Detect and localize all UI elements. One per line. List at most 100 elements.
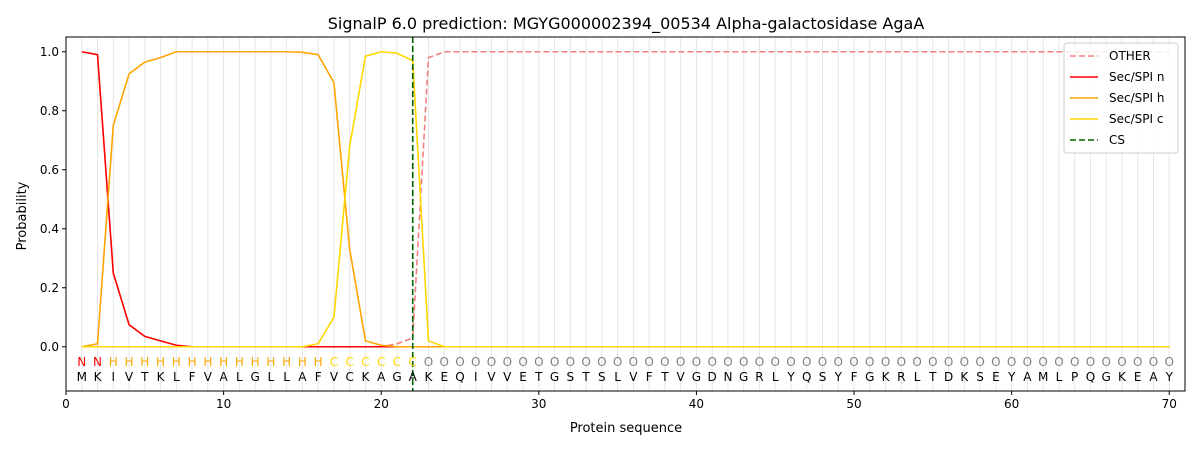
residue-label: Y [1165,370,1174,384]
y-tick-label: 0.2 [40,281,59,295]
region-label: O [1133,355,1142,369]
grid-lines [81,37,1170,391]
region-label: N [93,355,102,369]
plot-frame [65,36,1186,392]
region-label: O [1070,355,1079,369]
residue-label: T [660,370,669,384]
region-label: O [897,355,906,369]
residue-label: Y [834,370,843,384]
residue-label: T [928,370,937,384]
region-label: O [881,355,890,369]
x-tick-label: 20 [374,397,389,411]
residue-label: L [283,370,290,384]
residue-label: A [1149,370,1158,384]
region-label: H [109,355,118,369]
region-label: O [991,355,1000,369]
residue-label: G [692,370,701,384]
series-line-sec-spi-h [81,50,1170,348]
axes: 0 10 20 30 40 50 60 70 0.0 0.2 0.4 0.6 0.8 1.0 [40,36,1186,411]
residue-label: R [755,370,763,384]
residue-label: A [1023,370,1032,384]
residue-label: G [865,370,874,384]
residue-label: I [112,370,116,384]
region-label: H [219,355,228,369]
series-lines [81,37,1170,391]
region-label: O [912,355,921,369]
residue-label: L [914,370,921,384]
region-label: O [802,355,811,369]
residue-label: E [1134,370,1142,384]
residue-label: L [268,370,275,384]
region-label: H [140,355,149,369]
residue-label: S [976,370,984,384]
residue-label: K [1118,370,1127,384]
region-label: O [1165,355,1174,369]
residue-label: G [739,370,748,384]
region-label: O [786,355,795,369]
region-label: O [1023,355,1032,369]
residue-label: V [330,370,339,384]
residue-label: L [1056,370,1063,384]
residue-label: M [77,370,87,384]
region-label: O [534,355,543,369]
y-tick-label: 1.0 [40,45,59,59]
residue-label: P [1071,370,1078,384]
x-axis-label: Protein sequence [570,421,682,436]
y-tick-label: 0.0 [40,340,59,354]
residue-label: K [157,370,166,384]
region-label: O [723,355,732,369]
residue-label: D [708,370,717,384]
x-tick-label: 40 [689,397,704,411]
x-tick-label: 0 [62,397,70,411]
residue-label: N [723,370,732,384]
region-label: O [1117,355,1126,369]
residue-label: Q [455,370,464,384]
region-label: O [849,355,858,369]
region-label: O [440,355,449,369]
x-tick-label: 50 [846,397,861,411]
residue-label: G [550,370,559,384]
region-label: H [188,355,197,369]
region-label: C [361,355,369,369]
region-label: H [235,355,244,369]
region-label: H [203,355,212,369]
residue-label: K [960,370,969,384]
region-label: O [550,355,559,369]
chart-title: SignalP 6.0 prediction: MGYG000002394_00… [328,14,925,34]
residue-label: C [345,370,353,384]
region-label: O [975,355,984,369]
region-label: C [377,355,385,369]
region-label: C [330,355,338,369]
region-label: O [1149,355,1158,369]
region-label: H [251,355,260,369]
region-label: O [1086,355,1095,369]
region-label: O [581,355,590,369]
residue-label: D [944,370,953,384]
region-label: O [676,355,685,369]
region-label: O [613,355,622,369]
residue-label: Q [802,370,811,384]
residue-label: K [94,370,103,384]
residue-label: G [392,370,401,384]
residue-label: E [519,370,527,384]
y-tick-label: 0.8 [40,104,59,118]
x-tick-label: 30 [531,397,546,411]
region-label: C [393,355,401,369]
residue-label: L [236,370,243,384]
region-label: O [707,355,716,369]
region-label: N [77,355,86,369]
legend-label: Sec/SPI n [1109,70,1164,84]
residue-label: S [598,370,606,384]
region-label: O [692,355,701,369]
residue-label: E [992,370,1000,384]
region-label: H [314,355,323,369]
region-label: C [345,355,353,369]
y-tick-label: 0.6 [40,163,59,177]
residue-label: G [1102,370,1111,384]
residue-label: Y [1007,370,1016,384]
region-label: H [282,355,291,369]
region-label: O [755,355,764,369]
region-label: O [471,355,480,369]
region-label: H [172,355,181,369]
